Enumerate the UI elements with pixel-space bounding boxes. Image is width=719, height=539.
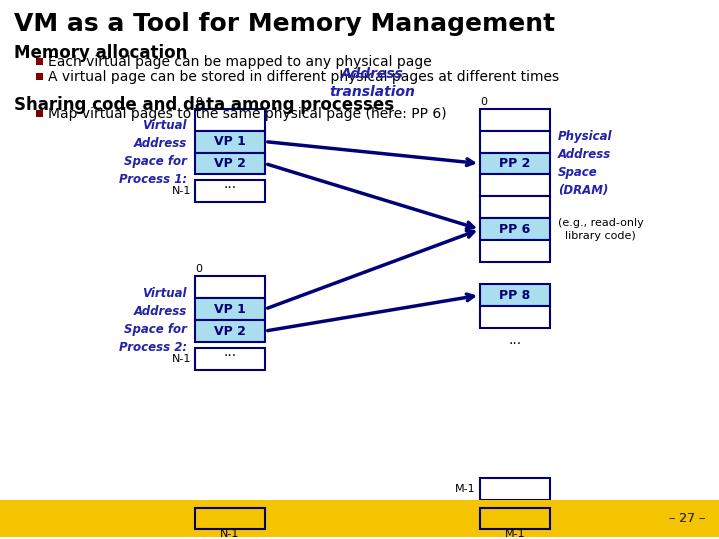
- Bar: [195, 508, 265, 529]
- Bar: [480, 196, 550, 218]
- Bar: [195, 153, 265, 175]
- Bar: [0, 500, 719, 537]
- Text: PP 6: PP 6: [500, 223, 531, 236]
- Text: ...: ...: [508, 333, 521, 347]
- Text: Physical
Address
Space
(DRAM): Physical Address Space (DRAM): [558, 130, 613, 197]
- Text: (e.g., read-only
  library code): (e.g., read-only library code): [558, 218, 644, 241]
- Text: M-1: M-1: [505, 529, 526, 539]
- Text: VM as a Tool for Memory Management: VM as a Tool for Memory Management: [14, 12, 555, 36]
- Text: Virtual
Address
Space for
Process 2:: Virtual Address Space for Process 2:: [119, 287, 187, 354]
- Bar: [480, 218, 550, 240]
- Text: – 27 –: – 27 –: [669, 512, 705, 525]
- Bar: [195, 348, 265, 370]
- Text: A virtual page can be stored in different physical pages at different times: A virtual page can be stored in differen…: [48, 70, 559, 84]
- Bar: [480, 175, 550, 196]
- Text: 0: 0: [195, 96, 202, 107]
- Bar: [36, 73, 43, 80]
- Bar: [195, 130, 265, 153]
- Text: Memory allocation: Memory allocation: [14, 44, 188, 62]
- Text: Address
translation: Address translation: [329, 67, 416, 99]
- Bar: [480, 306, 550, 328]
- Bar: [480, 478, 550, 500]
- Bar: [480, 130, 550, 153]
- Bar: [195, 109, 265, 130]
- Bar: [480, 508, 550, 529]
- Text: Sharing code and data among processes: Sharing code and data among processes: [14, 96, 394, 114]
- Text: M-1: M-1: [455, 483, 476, 494]
- Text: – 27 –: – 27 –: [669, 512, 705, 525]
- Text: VP 2: VP 2: [214, 157, 246, 170]
- Text: ...: ...: [224, 177, 237, 191]
- Text: 0: 0: [195, 264, 202, 274]
- Text: Each virtual page can be mapped to any physical page: Each virtual page can be mapped to any p…: [48, 55, 431, 69]
- Text: 0: 0: [480, 96, 487, 107]
- Bar: [195, 276, 265, 298]
- Text: N-1: N-1: [172, 354, 191, 364]
- Text: VP 1: VP 1: [214, 135, 246, 148]
- Text: ...: ...: [224, 345, 237, 359]
- Bar: [480, 240, 550, 262]
- Bar: [195, 181, 265, 203]
- Bar: [36, 109, 43, 116]
- Text: Map virtual pages to the same physical page (here: PP 6): Map virtual pages to the same physical p…: [48, 107, 446, 121]
- Text: N-1: N-1: [172, 186, 191, 196]
- Bar: [480, 284, 550, 306]
- Text: VP 2: VP 2: [214, 324, 246, 337]
- Bar: [480, 153, 550, 175]
- Text: VP 1: VP 1: [214, 302, 246, 316]
- Bar: [480, 109, 550, 130]
- Bar: [0, 500, 719, 537]
- Text: Virtual
Address
Space for
Process 1:: Virtual Address Space for Process 1:: [119, 119, 187, 186]
- Text: N-1: N-1: [220, 529, 239, 539]
- Text: PP 2: PP 2: [499, 157, 531, 170]
- Bar: [36, 58, 43, 65]
- Text: PP 8: PP 8: [500, 289, 531, 302]
- Bar: [195, 298, 265, 320]
- Bar: [195, 320, 265, 342]
